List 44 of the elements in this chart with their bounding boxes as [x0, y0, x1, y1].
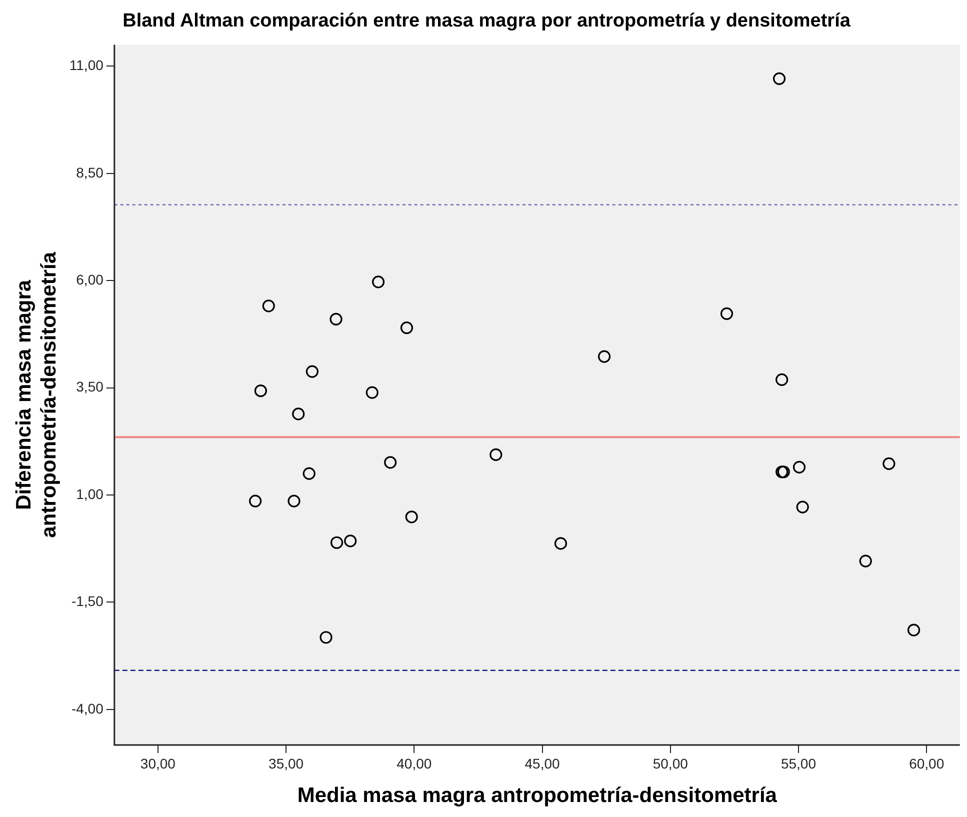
point — [302, 467, 316, 480]
x-tick-label: 45,00 — [524, 755, 560, 772]
point — [320, 631, 332, 644]
point — [306, 365, 318, 378]
point — [776, 373, 788, 386]
chart-title: Bland Altman comparación entre masa magra por antropometría y densitometría — [122, 10, 851, 32]
point — [598, 350, 611, 363]
point — [330, 312, 342, 326]
y-tick-label: 1,00 — [76, 486, 104, 502]
point — [292, 408, 305, 420]
y-tick-label: 11,00 — [69, 57, 104, 74]
point — [720, 307, 734, 320]
point — [882, 457, 896, 470]
point — [330, 536, 344, 549]
x-tick-label: 40,00 — [396, 755, 432, 772]
point — [249, 494, 262, 508]
point — [372, 276, 385, 288]
x-axis-title: Media masa magra antropometría-densitometría — [297, 784, 778, 808]
y-tick-label: 6,00 — [76, 271, 104, 288]
point — [792, 460, 806, 474]
point — [554, 537, 568, 550]
x-tick-label: 55,00 — [780, 755, 816, 772]
x-tick-label: 50,00 — [652, 755, 688, 772]
point — [366, 386, 378, 399]
point — [344, 534, 357, 548]
x-tick-label: 35,00 — [268, 755, 304, 772]
point — [859, 554, 872, 568]
y-axis-title: Diferencia masa magra antropometría-densitometría — [12, 252, 61, 538]
point — [384, 456, 397, 469]
point — [405, 510, 418, 524]
point — [254, 384, 267, 398]
y-tick-label: -4,00 — [71, 700, 104, 716]
point — [772, 72, 786, 85]
point — [796, 500, 809, 514]
point — [490, 448, 502, 462]
y-tick-label: -1,50 — [71, 593, 104, 610]
y-tick-label: 8,50 — [76, 164, 104, 180]
point — [400, 321, 414, 334]
y-tick-label: 3,50 — [76, 378, 104, 395]
point — [288, 494, 300, 508]
x-tick-label: 30,00 — [140, 755, 176, 772]
point — [262, 300, 275, 312]
point — [907, 624, 920, 636]
x-tick-label: 60,00 — [909, 755, 944, 772]
